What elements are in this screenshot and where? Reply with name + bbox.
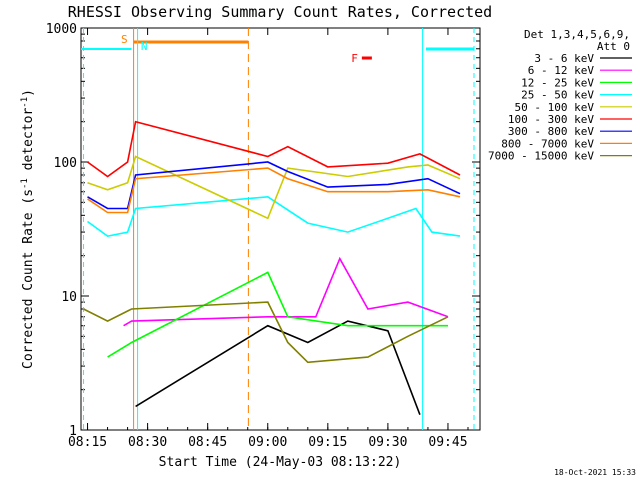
x-tick-label: 08:30 <box>128 435 167 450</box>
legend-header-1: Det 1,3,4,5,6,9, <box>524 28 630 41</box>
y-axis: 1 10 100 1000 <box>46 22 480 439</box>
x-axis-label: Start Time (24-May-03 08:13:22) <box>159 455 402 470</box>
y-axis-label: Corrected Count Rate (s-1 detector-1) <box>20 89 36 369</box>
marker-s: S <box>121 33 128 46</box>
legend-label: 3 - 6 keV <box>534 52 594 65</box>
marker-n: N <box>141 40 148 53</box>
attenuator-segments <box>81 28 475 430</box>
series-line-0 <box>135 320 421 415</box>
x-tick-label: 09:00 <box>248 435 287 450</box>
series-line-4 <box>87 155 461 220</box>
chart-title: RHESSI Observing Summary Count Rates, Co… <box>68 3 492 21</box>
x-tick-label: 09:45 <box>428 435 467 450</box>
series-line-5 <box>87 120 461 178</box>
series-line-7 <box>87 167 461 214</box>
legend-label: 25 - 50 keV <box>521 89 594 102</box>
series-line-2 <box>107 271 448 358</box>
series-line-3 <box>87 195 461 237</box>
legend-label: 50 - 100 keV <box>515 101 595 114</box>
x-tick-label: 09:15 <box>308 435 347 450</box>
marker-f: F <box>351 52 358 65</box>
x-tick-label: 08:15 <box>68 435 107 450</box>
legend-label: 100 - 300 keV <box>508 113 594 126</box>
series-lines <box>83 120 461 415</box>
x-tick-label: 08:45 <box>188 435 227 450</box>
y-tick-label: 1000 <box>46 22 77 37</box>
legend-label: 300 - 800 keV <box>508 125 594 138</box>
state-markers: SN F <box>121 33 358 65</box>
legend-label: 800 - 7000 keV <box>501 137 594 150</box>
plot-frame <box>80 27 481 431</box>
x-axis: 08:15 08:30 08:45 09:00 09:15 09:30 09:45 <box>68 28 469 450</box>
legend-label: 6 - 12 keV <box>528 64 595 77</box>
y-tick-label: 10 <box>61 290 77 305</box>
x-tick-label: 09:30 <box>368 435 407 450</box>
series-line-1 <box>123 256 449 327</box>
timestamp: 18-Oct-2021 15:33 <box>554 468 636 477</box>
legend-label: 12 - 25 keV <box>521 76 594 89</box>
y-tick-label: 1 <box>69 424 77 439</box>
legend-label: 7000 - 15000 keV <box>488 150 594 163</box>
series-line-6 <box>87 161 461 210</box>
series-line-8 <box>83 301 449 364</box>
y-tick-label: 100 <box>54 156 77 171</box>
legend-header-2: Att 0 <box>597 40 630 53</box>
